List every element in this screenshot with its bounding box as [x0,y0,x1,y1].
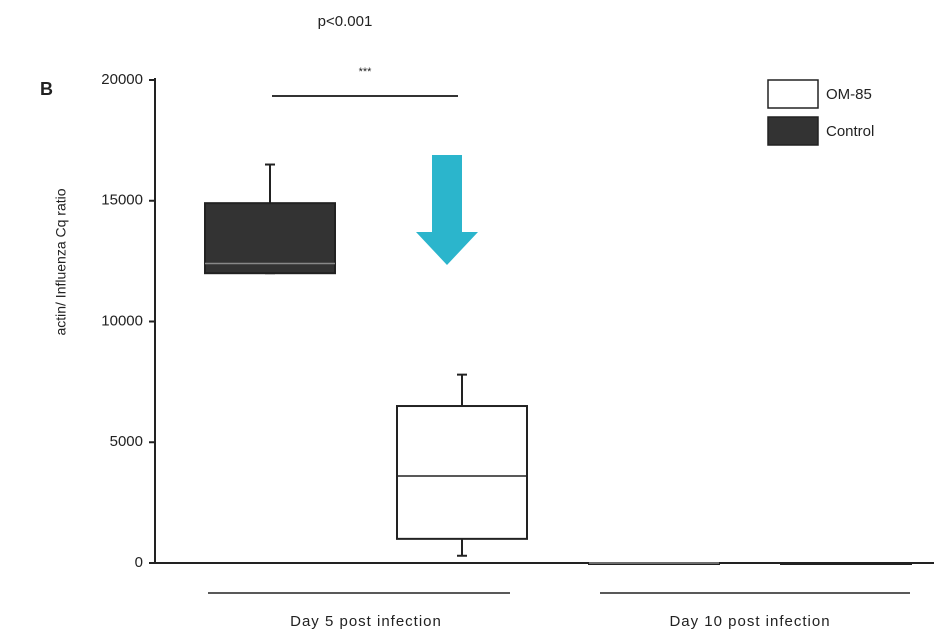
y-tick-label: 20000 [101,71,143,88]
p-value: p<0.001 [318,13,373,30]
chart: B p<0.001 *** actin/ Influenza Cq ratio … [0,0,934,635]
y-tick-label: 15000 [101,192,143,209]
y-tick-label: 5000 [110,433,143,450]
x-tick-label: Day 5 post infection [290,613,442,630]
y-tick-label: 10000 [101,312,143,329]
x-tick-label: Day 10 post infection [669,613,830,630]
y-tick-label: 0 [135,554,143,571]
panel-letter: B [40,79,53,99]
box [397,406,527,539]
legend-swatch [768,80,818,108]
legend-label: OM-85 [826,86,872,103]
significance-stars: *** [359,66,373,78]
legend-swatch [768,117,818,145]
y-axis-label: actin/ Influenza Cq ratio [53,188,69,335]
box [205,203,335,273]
legend-label: Control [826,123,874,140]
arrow [416,155,478,265]
